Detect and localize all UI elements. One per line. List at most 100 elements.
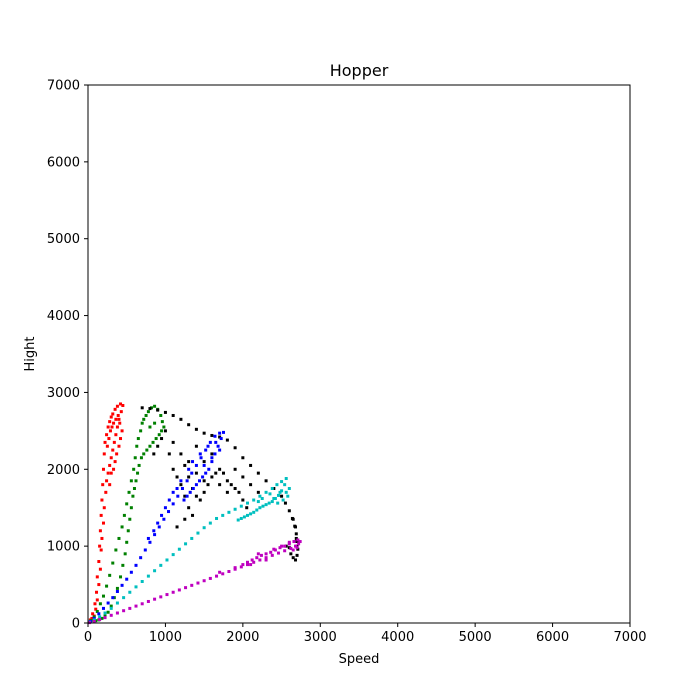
data-point (114, 548, 118, 552)
data-point (221, 572, 225, 576)
data-point (100, 536, 104, 540)
data-point (115, 601, 119, 605)
data-point (284, 477, 288, 481)
data-point (102, 452, 106, 456)
data-point (115, 611, 119, 615)
data-point (291, 517, 295, 521)
data-point (185, 479, 189, 483)
x-tick-label: 0 (84, 630, 92, 645)
data-point (148, 407, 152, 411)
data-point (115, 425, 119, 429)
x-tick-label: 1000 (149, 630, 182, 645)
data-point (117, 444, 121, 448)
data-point (128, 590, 132, 594)
data-point (156, 521, 160, 525)
data-point (175, 525, 179, 529)
data-point (188, 490, 192, 494)
data-point (261, 504, 265, 508)
plot-frame (87, 84, 631, 624)
data-point (190, 471, 194, 475)
data-point (268, 492, 272, 496)
data-point (287, 546, 291, 550)
data-point (153, 421, 157, 425)
data-point (280, 489, 284, 493)
data-point (289, 552, 293, 556)
data-point (105, 479, 109, 483)
data-point (98, 618, 102, 622)
data-point (140, 421, 144, 425)
data-point (107, 437, 111, 441)
x-tick-label: 6000 (536, 630, 569, 645)
data-point (227, 510, 231, 514)
data-point (101, 606, 105, 610)
data-point (208, 576, 212, 580)
data-point (171, 590, 175, 594)
data-point (108, 463, 112, 467)
data-point (151, 440, 155, 444)
data-point (118, 421, 122, 425)
data-point (171, 490, 175, 494)
data-point (183, 463, 187, 467)
data-point (99, 513, 103, 517)
data-point (159, 563, 163, 567)
data-point (208, 521, 212, 525)
data-point (233, 467, 237, 471)
data-point (229, 483, 233, 487)
data-point (295, 540, 299, 544)
data-point (106, 471, 110, 475)
data-point (135, 444, 139, 448)
data-point (183, 517, 187, 521)
data-point (294, 536, 298, 540)
data-point (294, 558, 298, 562)
series-5 (88, 538, 302, 625)
data-point (255, 556, 259, 560)
data-point (264, 556, 268, 560)
data-point (214, 440, 218, 444)
data-point (294, 544, 298, 548)
data-point (296, 538, 300, 542)
data-point (134, 563, 138, 567)
data-point (245, 506, 249, 510)
data-point (95, 575, 99, 579)
data-point (221, 513, 225, 517)
data-point (152, 529, 156, 533)
data-point (110, 425, 114, 429)
data-point (218, 570, 222, 574)
data-point (102, 506, 106, 510)
data-point (241, 563, 245, 567)
data-point (187, 475, 191, 479)
data-point (133, 456, 137, 460)
data-point (153, 569, 157, 573)
data-point (292, 540, 296, 544)
data-point (97, 560, 101, 564)
data-point (112, 596, 116, 600)
data-point (196, 531, 200, 535)
data-point (126, 529, 130, 533)
data-point (101, 594, 105, 598)
data-point (295, 546, 299, 550)
y-tick-label: 2000 (47, 463, 80, 478)
data-point (103, 440, 107, 444)
data-point (157, 433, 161, 437)
data-point (98, 602, 102, 606)
data-point (297, 542, 301, 546)
data-point (140, 602, 144, 606)
x-tick-label: 5000 (459, 630, 492, 645)
data-point (112, 440, 116, 444)
data-point (260, 496, 264, 500)
data-point (250, 558, 254, 562)
data-point (162, 517, 166, 521)
data-point (202, 579, 206, 583)
data-point (160, 437, 164, 441)
data-point (213, 434, 217, 438)
data-point (94, 619, 98, 623)
data-point (264, 558, 268, 562)
data-point (163, 506, 167, 510)
data-point (159, 413, 163, 417)
data-point (270, 500, 274, 504)
data-point (115, 404, 119, 408)
data-point (210, 460, 214, 464)
data-point (134, 604, 138, 608)
data-point (109, 606, 113, 610)
data-point (225, 438, 229, 442)
